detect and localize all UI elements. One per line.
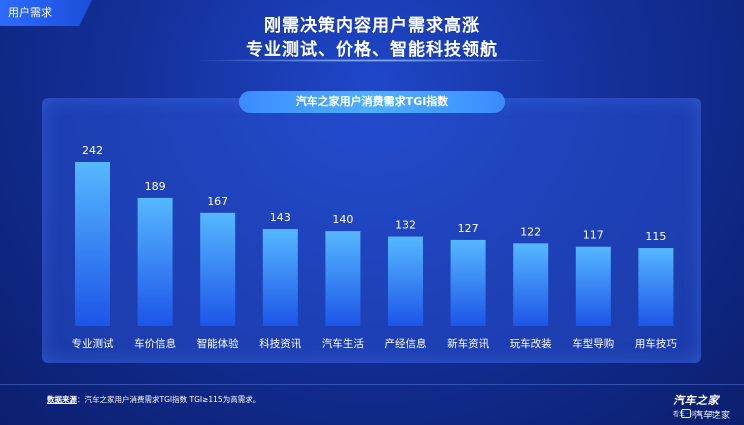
category-label: 玩车改装 — [510, 337, 552, 350]
category-label: 科技资讯 — [259, 337, 301, 350]
headline-line-2: 专业测试、价格、智能科技领航 — [246, 40, 498, 60]
bar-value-label: 127 — [458, 222, 479, 235]
bar-value-label: 117 — [583, 229, 604, 242]
logo-sub-text: 看车 · 买车 · 用车 — [673, 411, 721, 418]
bar-value-label: 189 — [145, 180, 166, 193]
bar-7 — [513, 243, 549, 326]
bar-9 — [638, 248, 674, 326]
bar-3 — [262, 229, 298, 326]
bar-0 — [75, 162, 110, 326]
brand-logo: 汽车之家 看车 · 买车 · 用车 — [673, 392, 739, 418]
bar-5 — [388, 236, 423, 326]
category-label: 新车资讯 — [447, 337, 489, 350]
logo-main-text: 汽车之家 — [673, 394, 719, 407]
headline-line-1: 刚需决策内容用户需求高涨 — [264, 16, 480, 36]
bar-value-label: 167 — [207, 195, 228, 208]
bar-value-label: 115 — [645, 230, 666, 243]
footer-divider — [0, 384, 744, 385]
watermark-icon — [681, 409, 691, 418]
category-label: 车型导购 — [572, 337, 614, 350]
category-label: 产经信息 — [385, 337, 427, 350]
bar-value-label: 143 — [270, 211, 291, 224]
source-note: 数据来源：汽车之家用户消费需求TGI指数 TGI≥115为高需求。 — [47, 394, 260, 405]
category-label: 专业测试 — [72, 337, 114, 350]
section-tag: 用户需求 — [0, 0, 92, 26]
headline-underline-glow — [190, 59, 554, 62]
bar-value-label: 132 — [395, 219, 416, 232]
category-label: 智能体验 — [197, 337, 239, 350]
source-label: 数据来源 — [47, 395, 77, 404]
bar-1 — [137, 197, 173, 326]
bar-6 — [450, 239, 486, 326]
watermark-text: 汽车之家 — [694, 411, 731, 421]
chart-title: 汽车之家用户消费需求TGI指数 — [239, 91, 505, 113]
bar-value-label: 122 — [520, 225, 541, 238]
bar-value-label: 242 — [82, 144, 103, 157]
bar-value-label: 140 — [332, 213, 353, 226]
category-label: 车价信息 — [134, 337, 176, 350]
bar-2 — [200, 212, 236, 326]
bar-4 — [325, 231, 361, 326]
category-label: 用车技巧 — [635, 337, 677, 350]
bar-8 — [575, 246, 611, 326]
category-label: 汽车生活 — [322, 337, 364, 350]
source-text: ：汽车之家用户消费需求TGI指数 TGI≥115为高需求。 — [77, 395, 261, 404]
